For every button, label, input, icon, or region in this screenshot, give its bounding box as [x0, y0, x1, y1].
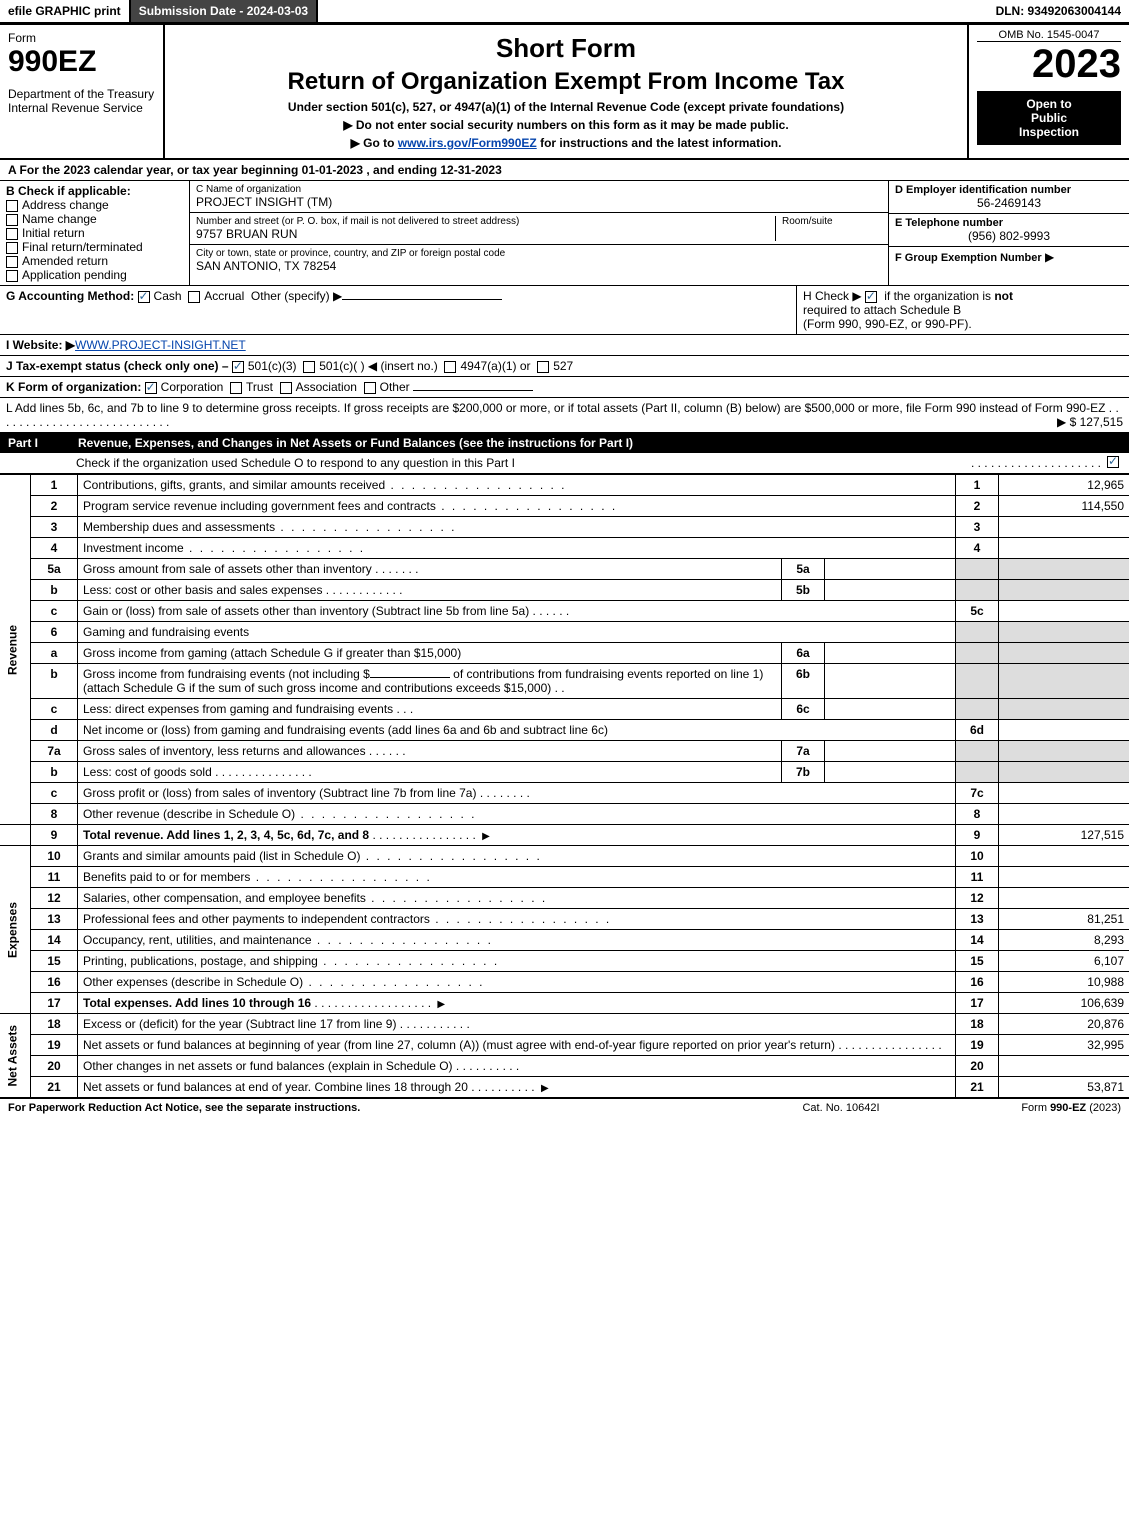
chk-schedule-o[interactable]	[1107, 456, 1119, 468]
line-k: K Form of organization: Corporation Trus…	[0, 377, 1129, 398]
chk-name[interactable]: Name change	[6, 212, 183, 226]
chk-h[interactable]	[865, 291, 877, 303]
street: 9757 BRUAN RUN	[196, 227, 769, 241]
val-19: 32,995	[999, 1035, 1129, 1056]
chk-501c3[interactable]	[232, 361, 244, 373]
section-bcdef: B Check if applicable: Address change Na…	[0, 181, 1129, 286]
irs-label: Internal Revenue Service	[8, 101, 155, 115]
chk-527[interactable]	[537, 361, 549, 373]
ein: 56-2469143	[895, 196, 1123, 210]
val-18: 20,876	[999, 1014, 1129, 1035]
netassets-vlabel: Net Assets	[0, 1014, 31, 1098]
title-return: Return of Organization Exempt From Incom…	[173, 68, 959, 96]
irs-link[interactable]: www.irs.gov/Form990EZ	[398, 136, 537, 150]
form-header: Form 990EZ Department of the Treasury In…	[0, 25, 1129, 160]
chk-trust[interactable]	[230, 382, 242, 394]
chk-assoc[interactable]	[280, 382, 292, 394]
top-bar: efile GRAPHIC print Submission Date - 20…	[0, 0, 1129, 25]
line-j: J Tax-exempt status (check only one) – 5…	[0, 356, 1129, 377]
part-i-check: Check if the organization used Schedule …	[0, 453, 1129, 474]
chk-cash[interactable]	[138, 291, 150, 303]
chk-initial[interactable]: Initial return	[6, 226, 183, 240]
f-arrow: ▶	[1045, 250, 1054, 264]
part-i-header: Part I Revenue, Expenses, and Changes in…	[0, 433, 1129, 453]
website-link[interactable]: WWW.PROJECT-INSIGHT.NET	[75, 338, 246, 352]
chk-corp[interactable]	[145, 382, 157, 394]
page-footer: For Paperwork Reduction Act Notice, see …	[0, 1097, 1129, 1117]
f-label: F Group Exemption Number	[895, 252, 1042, 264]
efile-print-btn[interactable]: efile GRAPHIC print	[0, 0, 131, 22]
dept-label: Department of the Treasury	[8, 87, 155, 101]
val-2: 114,550	[999, 496, 1129, 517]
b-label: B Check if applicable:	[6, 184, 183, 198]
cat-no: Cat. No. 10642I	[741, 1102, 941, 1114]
h-line3: (Form 990, 990-EZ, or 990-PF).	[803, 317, 1123, 331]
h-pre: H Check ▶	[803, 289, 865, 303]
dln-label: DLN: 93492063004144	[988, 0, 1129, 22]
chk-pending[interactable]: Application pending	[6, 268, 183, 282]
expenses-vlabel: Expenses	[0, 846, 31, 1014]
chk-501c[interactable]	[303, 361, 315, 373]
revenue-vlabel: Revenue	[0, 475, 31, 825]
c-label: C Name of organization	[196, 184, 882, 195]
chk-address[interactable]: Address change	[6, 198, 183, 212]
line-a: A For the 2023 calendar year, or tax yea…	[0, 160, 1129, 181]
h-line2: required to attach Schedule B	[803, 303, 1123, 317]
omb-label: OMB No. 1545-0047	[977, 29, 1121, 42]
val-15: 6,107	[999, 951, 1129, 972]
note-ssn: ▶ Do not enter social security numbers o…	[173, 118, 959, 132]
chk-4947[interactable]	[444, 361, 456, 373]
g-text: G Accounting Method:	[6, 289, 138, 303]
title-short-form: Short Form	[173, 33, 959, 64]
chk-accrual[interactable]	[188, 291, 200, 303]
org-name: PROJECT INSIGHT (TM)	[196, 195, 882, 209]
val-14: 8,293	[999, 930, 1129, 951]
submission-date-label: Submission Date - 2024-03-03	[131, 0, 318, 22]
street-label: Number and street (or P. O. box, if mail…	[196, 216, 769, 227]
val-16: 10,988	[999, 972, 1129, 993]
form-word: Form	[8, 31, 155, 45]
val-9: 127,515	[999, 825, 1129, 846]
lines-table: Revenue 1 Contributions, gifts, grants, …	[0, 474, 1129, 1097]
open-to-public: Open to Public Inspection	[977, 91, 1121, 145]
val-1: 12,965	[999, 475, 1129, 496]
line-i: I Website: ▶WWW.PROJECT-INSIGHT.NET	[0, 335, 1129, 356]
e-label: E Telephone number	[895, 217, 1123, 229]
city: SAN ANTONIO, TX 78254	[196, 259, 882, 273]
city-label: City or town, state or province, country…	[196, 248, 882, 259]
g-other: Other (specify) ▶	[251, 289, 342, 303]
form-ref: Form 990-EZ (2023)	[941, 1102, 1121, 1114]
note-goto: ▶ Go to www.irs.gov/Form990EZ for instru…	[173, 136, 959, 150]
line-l: L Add lines 5b, 6c, and 7b to line 9 to …	[0, 398, 1129, 433]
tax-year: 2023	[977, 42, 1121, 87]
l-value: ▶ $ 127,515	[1057, 415, 1123, 429]
chk-final[interactable]: Final return/terminated	[6, 240, 183, 254]
form-number: 990EZ	[8, 45, 155, 79]
chk-other-org[interactable]	[364, 382, 376, 394]
phone: (956) 802-9993	[895, 229, 1123, 243]
val-13: 81,251	[999, 909, 1129, 930]
paperwork-notice: For Paperwork Reduction Act Notice, see …	[8, 1102, 741, 1114]
val-17: 106,639	[999, 993, 1129, 1014]
val-21: 53,871	[999, 1077, 1129, 1098]
d-label: D Employer identification number	[895, 184, 1123, 196]
room-label: Room/suite	[776, 216, 882, 241]
chk-amended[interactable]: Amended return	[6, 254, 183, 268]
subtitle: Under section 501(c), 527, or 4947(a)(1)…	[173, 100, 959, 114]
